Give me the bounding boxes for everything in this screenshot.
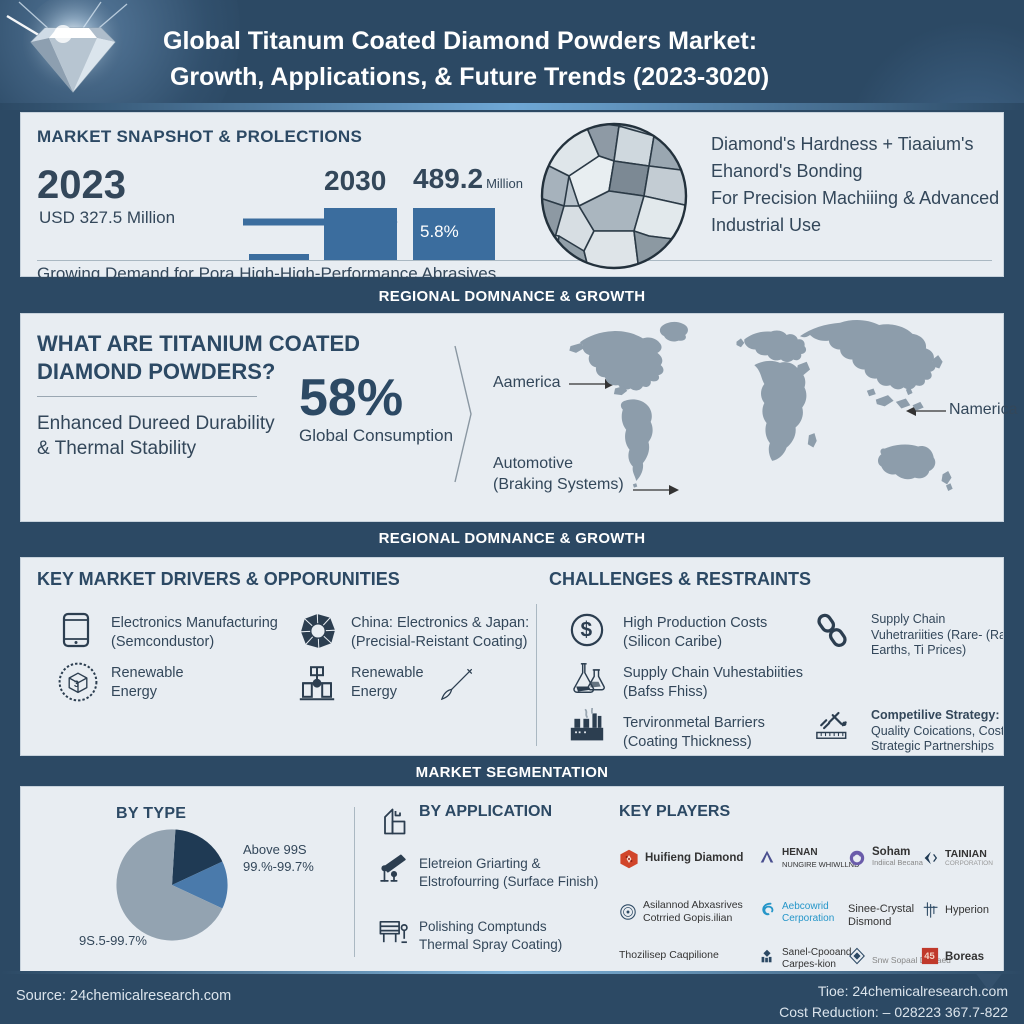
- svg-text:3: 3: [74, 679, 79, 689]
- svg-text:45: 45: [924, 951, 934, 961]
- svg-text:$: $: [581, 618, 593, 641]
